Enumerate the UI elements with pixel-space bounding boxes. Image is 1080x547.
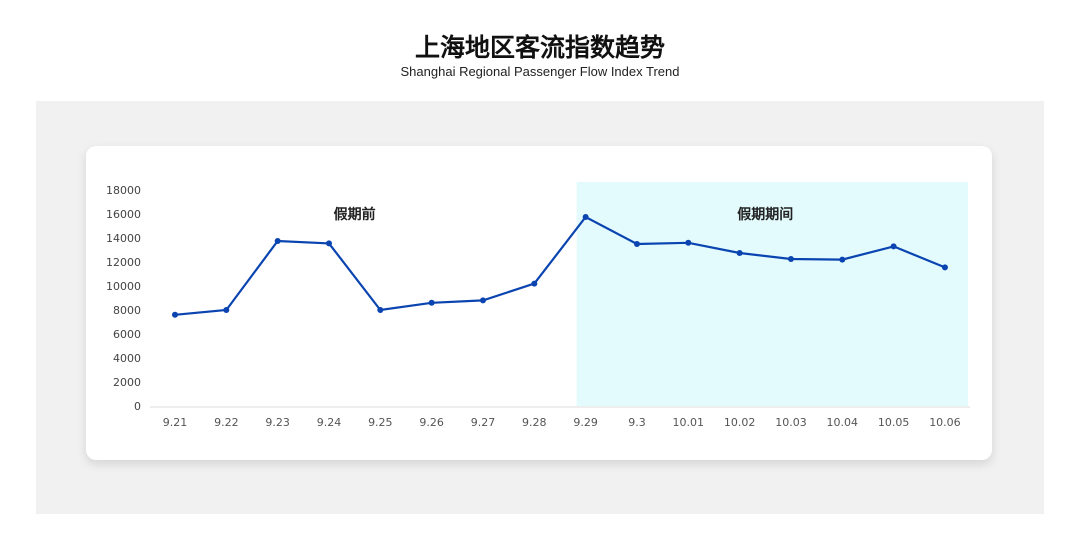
x-tick-label: 10.06: [929, 416, 961, 429]
x-tick-label: 9.24: [317, 416, 342, 429]
x-tick-label: 9.29: [573, 416, 598, 429]
series-line: [174, 215, 946, 316]
data-point: [325, 240, 332, 247]
data-point: [736, 250, 743, 256]
annotation-label: 假期前: [334, 206, 376, 223]
x-tick-label: 10.05: [878, 416, 910, 429]
y-tick-label: 8000: [113, 304, 141, 317]
y-tick-label: 0: [134, 400, 141, 413]
data-point: [223, 307, 230, 313]
data-point: [274, 238, 281, 244]
y-tick-label: 18000: [106, 184, 141, 197]
y-tick-label: 6000: [113, 328, 141, 341]
data-point: [941, 264, 948, 271]
y-tick-label: 12000: [106, 256, 141, 269]
data-point: [839, 256, 846, 263]
shaded-region: [576, 182, 968, 406]
page-subtitle: Shanghai Regional Passenger Flow Index T…: [400, 64, 680, 79]
x-tick-label: 9.3: [628, 416, 646, 429]
x-tick-label: 9.25: [368, 416, 393, 429]
x-tick-label: 9.26: [419, 416, 444, 429]
x-tick-label: 10.04: [827, 416, 859, 429]
x-tick-label: 10.02: [724, 416, 756, 429]
x-tick-label: 9.23: [265, 416, 290, 429]
y-tick-label: 16000: [106, 208, 141, 221]
x-tick-label: 9.27: [471, 416, 496, 429]
data-point: [428, 299, 435, 306]
y-tick-label: 4000: [113, 352, 141, 365]
data-point: [787, 256, 794, 262]
data-point: [633, 241, 640, 247]
x-tick-label: 9.22: [214, 416, 239, 429]
data-point: [377, 307, 384, 313]
x-tick-label: 9.21: [163, 416, 188, 429]
data-point: [531, 280, 538, 287]
y-tick-label: 10000: [106, 280, 141, 293]
data-point: [582, 214, 589, 220]
x-tick-label: 10.01: [673, 416, 705, 429]
x-tick-label: 9.28: [522, 416, 547, 429]
data-point: [172, 311, 178, 318]
data-point: [479, 297, 486, 304]
x-tick-label: 10.03: [775, 416, 807, 429]
y-tick-label: 14000: [106, 232, 141, 245]
y-tick-label: 2000: [113, 376, 141, 389]
annotation-label: 假期期间: [737, 206, 793, 223]
page-title: 上海地区客流指数趋势: [414, 33, 665, 62]
data-point: [685, 239, 692, 246]
data-point: [890, 243, 897, 250]
